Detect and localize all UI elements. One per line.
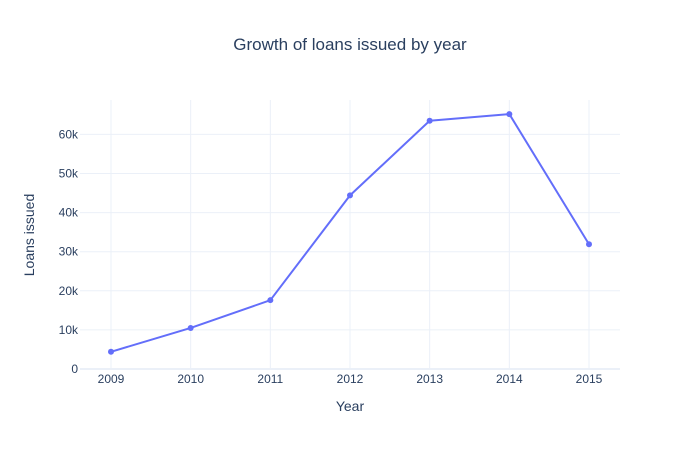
grid-layer xyxy=(80,100,620,370)
x-tick-label: 2010 xyxy=(177,372,204,386)
y-tick-label: 40k xyxy=(59,206,79,220)
y-tick-label: 20k xyxy=(59,284,79,298)
data-point[interactable] xyxy=(108,348,114,355)
data-point[interactable] xyxy=(426,117,433,124)
data-point[interactable] xyxy=(267,297,274,304)
x-tick-label: 2014 xyxy=(496,372,523,386)
y-tick-label: 0 xyxy=(71,362,78,376)
x-axis-title: Year xyxy=(336,398,365,414)
x-tick-label: 2013 xyxy=(416,372,443,386)
x-tick-label: 2009 xyxy=(98,372,125,386)
data-point[interactable] xyxy=(347,192,353,199)
x-tick-label: 2011 xyxy=(257,372,283,386)
y-tick-label: 50k xyxy=(59,167,79,181)
y-tick-label: 10k xyxy=(59,323,79,337)
x-axis-ticks: 2009 2010 2011 2012 2013 2014 2015 xyxy=(98,372,603,386)
y-tick-label: 60k xyxy=(59,127,79,141)
y-axis-ticks: 0 10k 20k 30k 40k 50k 60k xyxy=(59,127,79,376)
data-point[interactable] xyxy=(586,241,592,248)
x-tick-label: 2012 xyxy=(337,372,364,386)
y-axis-title: Loans issued xyxy=(21,194,37,277)
data-point[interactable] xyxy=(187,324,194,331)
series-layer xyxy=(108,111,592,355)
data-point[interactable] xyxy=(506,111,513,118)
chart-title: Growth of loans issued by year xyxy=(233,35,467,54)
y-tick-label: 30k xyxy=(59,245,79,259)
x-tick-label: 2015 xyxy=(576,372,603,386)
